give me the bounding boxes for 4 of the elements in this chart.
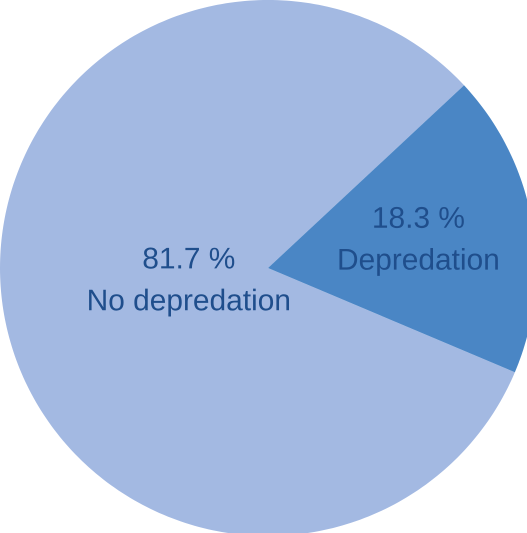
data-label: 81.7 % <box>144 248 234 269</box>
slice-label: No depredation <box>89 288 290 316</box>
slice-label: Depredation <box>339 248 498 276</box>
data-label: 18.3 % <box>374 206 464 228</box>
